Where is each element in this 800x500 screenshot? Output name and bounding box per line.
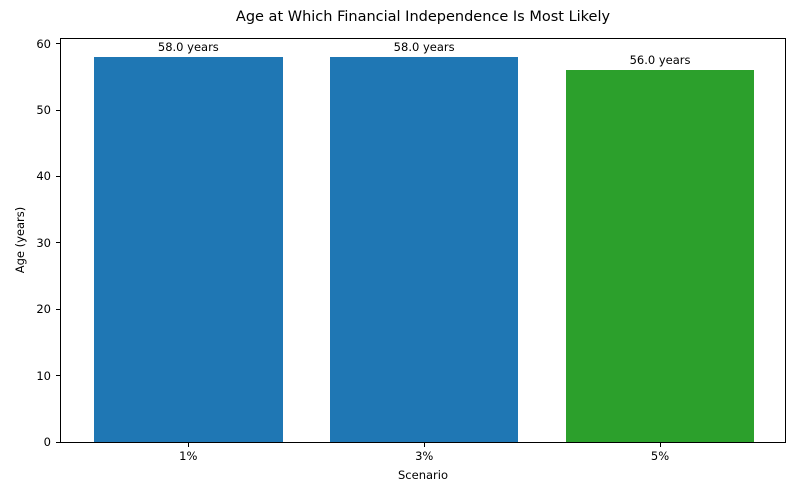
y-tick-mark [56,242,60,244]
y-tick-mark [56,175,60,177]
y-tick-label: 0 [43,435,51,449]
y-tick-mark [56,441,60,443]
bar-scenario-3pct: 58.0 years [329,40,519,442]
bar-scenario-1pct: 58.0 years [94,40,283,442]
x-tick-mark [187,443,189,447]
y-tick-label: 60 [36,36,51,51]
x-tick-mark [423,443,425,447]
x-tick-label: 3% [415,449,434,463]
y-tick-label: 30 [36,235,51,250]
x-tick-mark [659,443,661,447]
y-tick-label: 10 [36,368,51,383]
bar-value-label: 58.0 years [157,39,219,54]
x-tick-label: 1% [179,449,198,463]
bar-value-label: 56.0 years [629,53,691,68]
bar-scenario-5pct: 56.0 years [565,54,755,442]
y-tick-mark [56,308,60,310]
y-tick-mark [56,375,60,377]
x-tick-label: 5% [650,449,670,463]
plot-area: 58.0 years 58.0 years 56.0 years [60,38,786,443]
y-tick-mark [56,43,60,45]
chart-title: Age at Which Financial Independence Is M… [235,9,611,25]
bar-value-label: 58.0 years [393,39,455,54]
y-tick-label: 20 [36,302,51,317]
y-tick-mark [56,109,60,111]
x-axis-label: Scenario [398,468,448,482]
y-tick-label: 40 [36,169,51,184]
y-tick-label: 50 [36,103,51,117]
